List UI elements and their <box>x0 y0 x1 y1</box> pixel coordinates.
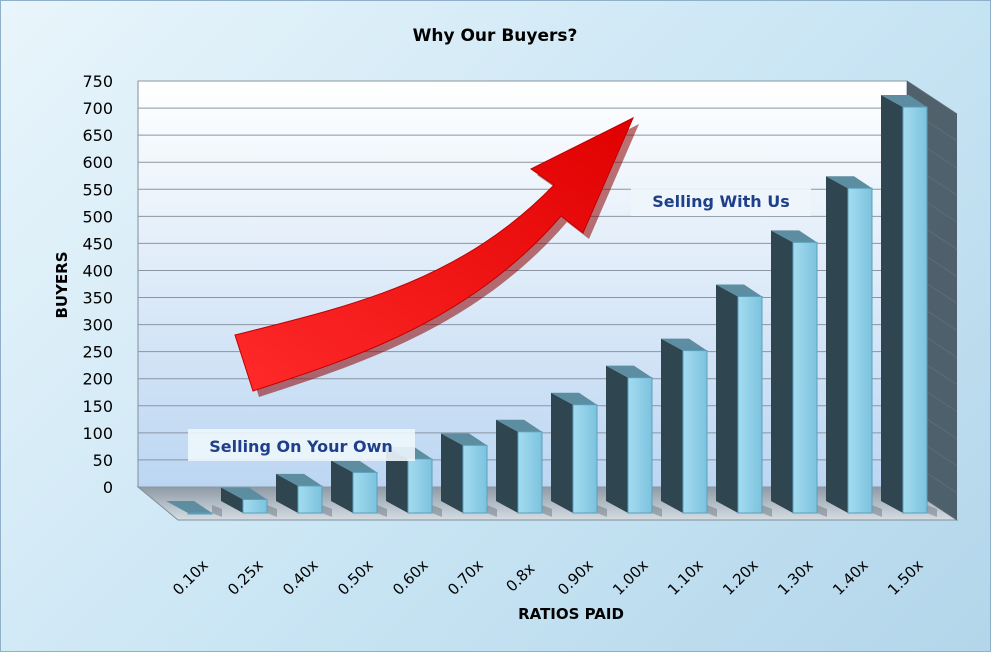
bar <box>606 365 662 517</box>
x-tick-label: 0.90x <box>554 556 597 599</box>
bar <box>661 338 717 517</box>
bar <box>551 392 607 517</box>
x-tick-label: 0.50x <box>334 556 377 599</box>
x-tick-label: 0.25x <box>224 556 267 599</box>
x-tick-label: 1.30x <box>774 556 817 599</box>
y-tick-label: 600 <box>82 153 113 172</box>
annotation-selling-with-us: Selling With Us <box>631 184 811 216</box>
annotation-selling-on-your-own: Selling On Your Own <box>188 429 415 461</box>
bar <box>166 501 222 517</box>
y-tick-label: 100 <box>82 424 113 443</box>
y-tick-label: 250 <box>82 343 113 362</box>
y-tick-label: 500 <box>82 207 113 226</box>
x-tick-label: 0.70x <box>444 556 487 599</box>
y-tick-label: 550 <box>82 180 113 199</box>
bar <box>496 419 552 517</box>
bar <box>881 95 937 517</box>
bar <box>331 460 387 517</box>
bar <box>826 176 882 517</box>
annotation-selling-on-your-own-label: Selling On Your Own <box>209 437 393 456</box>
x-tick-label: 0.60x <box>389 556 432 599</box>
y-tick-label: 650 <box>82 126 113 145</box>
chart-title: Why Our Buyers? <box>413 26 578 46</box>
y-tick-label: 200 <box>82 370 113 389</box>
y-tick-label: 0 <box>103 478 113 497</box>
bar <box>276 473 332 517</box>
x-tick-label: 1.50x <box>884 556 927 599</box>
x-tick-label: 0.10x <box>169 556 212 599</box>
x-tick-label: 1.10x <box>664 556 707 599</box>
y-tick-label: 450 <box>82 234 113 253</box>
x-tick-label: 1.40x <box>829 556 872 599</box>
x-tick-label: 1.20x <box>719 556 762 599</box>
x-tick-label: 1.00x <box>609 556 652 599</box>
y-tick-label: 350 <box>82 289 113 308</box>
y-tick-label: 700 <box>82 99 113 118</box>
growth-arrow-icon <box>234 116 639 397</box>
gridline-side <box>906 80 958 115</box>
y-tick-label: 750 <box>82 72 113 91</box>
x-tick-label: 0.40x <box>279 556 322 599</box>
bar <box>716 284 772 517</box>
y-tick-label: 300 <box>82 316 113 335</box>
y-tick-label: 50 <box>93 451 113 470</box>
bar <box>221 487 277 517</box>
bar <box>771 230 827 517</box>
y-tick-label: 400 <box>82 261 113 280</box>
x-tick-label: 0.8x <box>503 559 539 595</box>
y-tick-label: 150 <box>82 397 113 416</box>
annotation-selling-with-us-label: Selling With Us <box>652 192 790 211</box>
bar <box>441 433 497 517</box>
y-axis-title: BUYERS <box>53 251 71 318</box>
x-axis-title: RATIOS PAID <box>518 605 624 623</box>
